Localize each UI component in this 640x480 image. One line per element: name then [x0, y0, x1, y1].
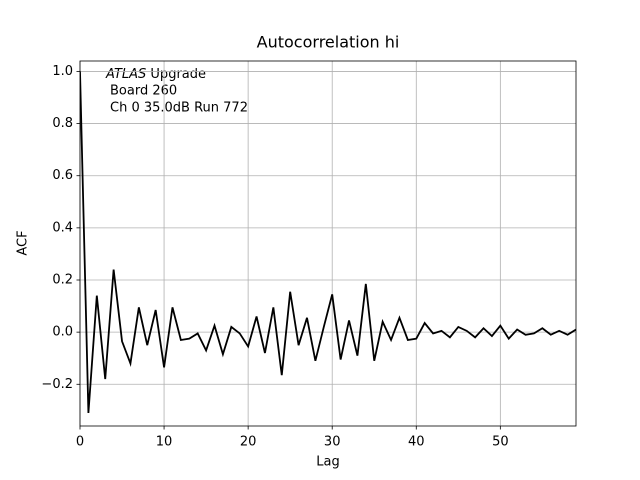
annotation: ATLAS Upgrade [105, 67, 206, 82]
y-tick-label: 0.2 [52, 273, 73, 288]
chart-title: Autocorrelation hi [257, 33, 400, 52]
y-tick-label: 0.0 [52, 325, 73, 340]
x-tick-label: 0 [76, 435, 84, 450]
annotation-italic: ATLAS [105, 67, 146, 82]
annotation-line: Ch 0 35.0dB Run 772 [110, 101, 248, 116]
y-axis-label: ACF [16, 230, 31, 255]
y-tick-label: 0.4 [52, 220, 73, 235]
x-tick-label: 10 [156, 435, 173, 450]
annotation-line: Board 260 [110, 84, 177, 99]
plot-frame [79, 60, 577, 427]
x-tick-label: 20 [240, 435, 257, 450]
y-tick-label: 0.8 [52, 116, 73, 131]
data-line [80, 71, 576, 414]
x-axis-label: Lag [316, 455, 339, 470]
x-tick-label: 40 [408, 435, 425, 450]
annotation-line: Upgrade [150, 67, 206, 82]
x-tick-label: 50 [492, 435, 509, 450]
y-tick-label: 1.0 [52, 64, 73, 79]
y-tick-label: 0.6 [52, 168, 73, 183]
y-tick-label: −0.2 [41, 377, 73, 392]
x-tick-label: 30 [324, 435, 341, 450]
